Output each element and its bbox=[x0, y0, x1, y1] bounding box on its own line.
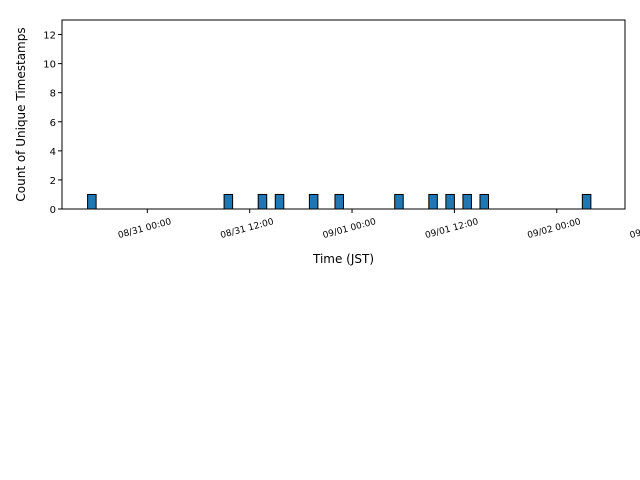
x-tick-label: 09/02 12:00 bbox=[629, 217, 640, 241]
y-axis-label: Count of Unique Timestamps bbox=[14, 27, 28, 201]
y-tick-label: 8 bbox=[50, 89, 56, 100]
histogram-bar bbox=[308, 193, 319, 210]
histogram-bar bbox=[581, 193, 592, 210]
x-axis-label: Time (JST) bbox=[312, 252, 374, 266]
x-axis-ticks: 08/31 00:00 08/31 12:00 09/01 00:00 09/01 1… bbox=[117, 209, 640, 241]
x-tick-label: 09/01 00:00 bbox=[322, 217, 378, 241]
y-tick-label: 0 bbox=[50, 205, 56, 216]
histogram-bar bbox=[462, 193, 472, 210]
x-tick-label: 09/02 00:00 bbox=[527, 217, 583, 241]
histogram-bar bbox=[445, 193, 455, 210]
histogram-bar bbox=[479, 193, 490, 210]
histogram-bar bbox=[334, 193, 344, 210]
histogram-bar bbox=[274, 193, 285, 210]
y-tick-label: 6 bbox=[50, 118, 56, 129]
x-tick-label: 09/01 12:00 bbox=[424, 217, 480, 241]
plot-area-frame bbox=[61, 19, 626, 210]
histogram-bar bbox=[87, 193, 97, 210]
histogram-bar bbox=[257, 193, 268, 210]
x-tick-label: 08/31 00:00 bbox=[117, 217, 173, 241]
histogram-bar bbox=[394, 193, 404, 210]
y-tick-label: 4 bbox=[50, 147, 56, 158]
histogram-bar bbox=[223, 193, 234, 210]
y-axis-ticks: 0 2 4 6 8 10 12 bbox=[43, 31, 62, 216]
y-tick-label: 10 bbox=[43, 60, 56, 71]
y-tick-label: 2 bbox=[50, 176, 56, 187]
x-tick-label: 08/31 12:00 bbox=[219, 217, 275, 241]
y-tick-label: 12 bbox=[43, 31, 56, 42]
bars-group bbox=[87, 193, 592, 210]
histogram-bar bbox=[428, 193, 438, 210]
